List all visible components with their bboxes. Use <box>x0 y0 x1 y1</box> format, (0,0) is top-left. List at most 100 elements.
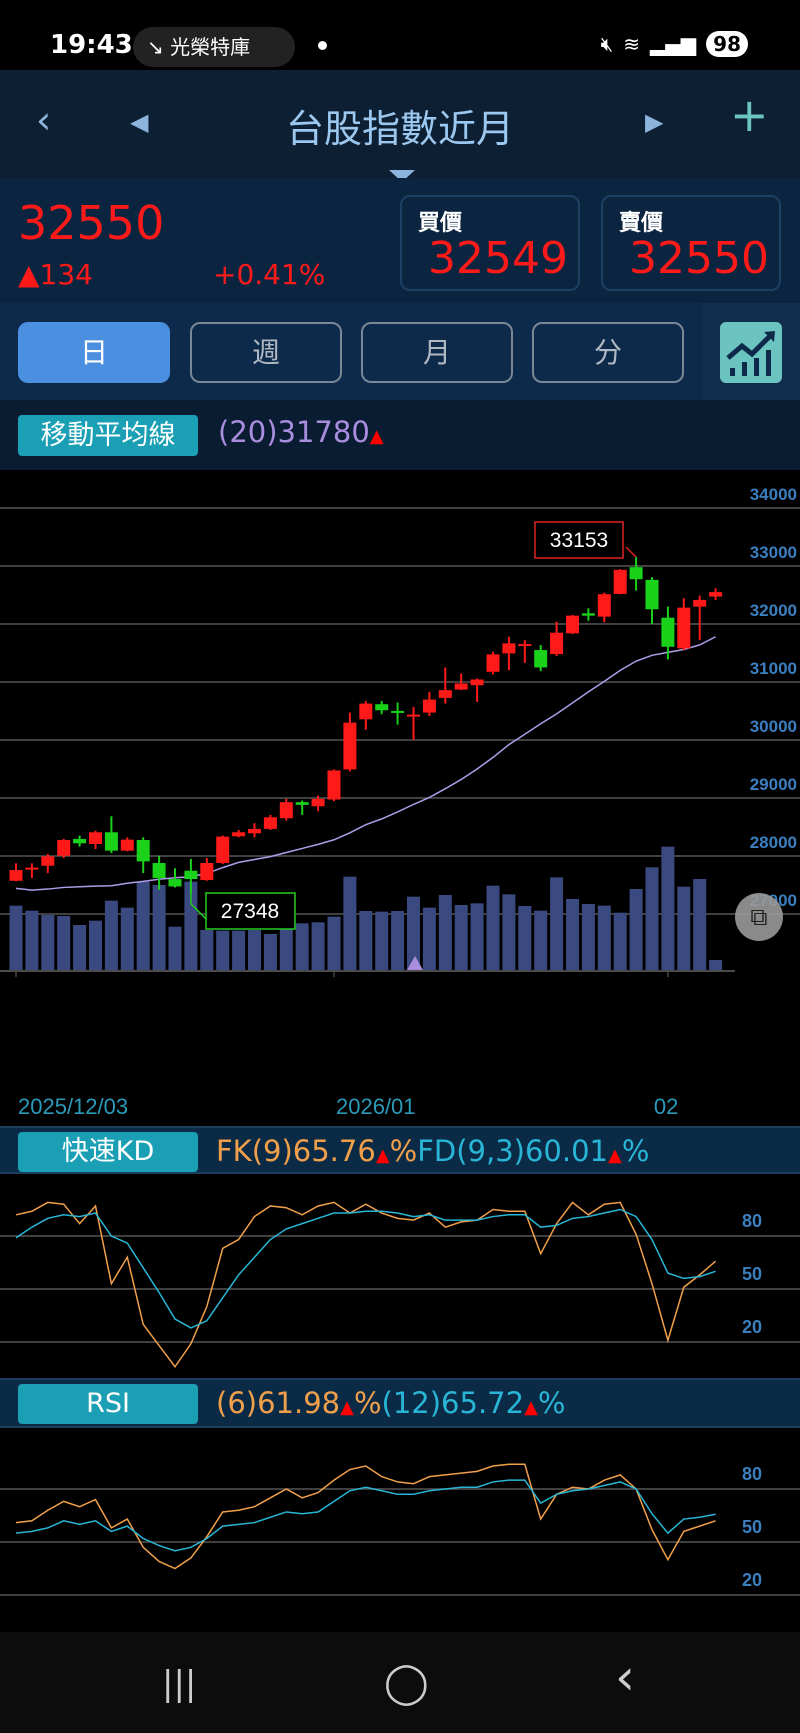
volume-bar <box>550 877 564 970</box>
rsi-tick-label: 80 <box>742 1464 762 1484</box>
page-title[interactable]: 台股指數近月 <box>285 107 514 151</box>
kd-tick-label: 80 <box>742 1211 762 1231</box>
volume-bar <box>534 910 548 970</box>
kd-tick-label: 20 <box>742 1317 762 1337</box>
volume-bar <box>629 889 643 970</box>
tab-week[interactable]: 週 <box>190 322 342 383</box>
x-tick-label: 2025/12/03 <box>18 1094 128 1119</box>
ask-price: 32550 <box>629 233 769 284</box>
recents-button[interactable]: ||| <box>162 1664 197 1704</box>
candle-body <box>263 817 277 829</box>
volume-bar <box>216 930 230 970</box>
bid-box[interactable]: 買價 32549 <box>400 195 580 291</box>
price-change-pct: +0.41% <box>213 258 326 291</box>
volume-bar <box>407 896 420 970</box>
kd-tick-label: 50 <box>742 1264 762 1284</box>
tab-minute[interactable]: 分 <box>532 322 684 383</box>
candle-body <box>89 832 102 844</box>
notification-pill[interactable]: ↘ 光榮特庫 <box>133 27 295 67</box>
nav-back-button[interactable]: ‹ <box>615 1648 635 1706</box>
candle-body <box>25 867 39 870</box>
bid-label: 買價 <box>418 211 463 236</box>
y-tick-label: 34000 <box>750 485 797 504</box>
volume-bar <box>502 894 516 970</box>
tab-day[interactable]: 日 <box>18 322 170 383</box>
candle-body <box>581 613 595 616</box>
candle-body <box>327 770 341 800</box>
notification-dot-icon <box>318 41 327 50</box>
y-tick-label: 29000 <box>750 775 797 794</box>
export-button[interactable]: ⧉ <box>735 893 783 941</box>
candle-body <box>534 650 548 668</box>
ma-legend: 移動平均線 (20)31780▲ <box>0 400 800 470</box>
signal-icon: ▂▄▆ <box>650 32 697 56</box>
candle-body <box>645 579 659 610</box>
volume-bar <box>120 907 134 970</box>
candle-body <box>41 856 55 866</box>
up-arrow-icon: ▲ <box>369 426 384 447</box>
rsi12-value: (12)65.72 <box>381 1386 525 1420</box>
home-button[interactable]: ◯ <box>384 1660 429 1706</box>
candle-body <box>454 683 468 690</box>
rsi-values: (6)61.98▲%(12)65.72▲% <box>216 1386 565 1420</box>
rsi-line-1 <box>15 1479 716 1552</box>
rsi-tick-label: 20 <box>742 1570 762 1590</box>
clock: 19:43 <box>50 30 133 60</box>
volume-bar <box>200 930 214 970</box>
fd-value: FD(9,3)60.01 <box>417 1134 608 1168</box>
volume-bar <box>518 906 532 970</box>
kd-label[interactable]: 快速KD <box>18 1132 198 1172</box>
fk-value: FK(9)65.76 <box>216 1134 376 1168</box>
volume-bar <box>597 905 611 970</box>
status-bar: 19:43 ↘ 光榮特庫 🔇︎ ≋ ▂▄▆ 98 <box>0 0 800 70</box>
volume-bar <box>693 879 707 970</box>
system-nav-bar: ||| ◯ ‹ <box>0 1632 800 1733</box>
volume-bar <box>311 922 325 970</box>
kd-values: FK(9)65.76▲%FD(9,3)60.01▲% <box>216 1134 649 1168</box>
chart-trend-icon[interactable] <box>720 322 782 383</box>
candle-body <box>104 832 118 851</box>
volume-bar <box>486 885 500 970</box>
y-tick-label: 32000 <box>750 601 797 620</box>
volume-bar <box>327 916 341 970</box>
volume-bar <box>41 915 55 970</box>
next-symbol-button[interactable]: ▶ <box>645 108 664 136</box>
prev-symbol-button[interactable]: ◀ <box>130 108 149 136</box>
low-callout-line <box>190 893 207 920</box>
candle-body <box>422 699 436 713</box>
candle-body <box>550 632 564 655</box>
volume-bar <box>89 920 102 970</box>
tab-month[interactable]: 月 <box>361 322 513 383</box>
candle-body <box>518 644 532 647</box>
candle-body <box>407 714 420 717</box>
up-arrow-icon: ▲ <box>375 1145 390 1166</box>
candle-body <box>597 594 611 617</box>
volume-bar <box>104 900 118 970</box>
x-tick-label: 2026/01 <box>336 1094 416 1119</box>
high-callout-line <box>625 546 637 558</box>
candle-body <box>184 870 198 880</box>
volume-bar <box>613 912 627 970</box>
volume-bar <box>709 960 723 970</box>
ma-label[interactable]: 移動平均線 <box>18 415 198 456</box>
bid-price: 32549 <box>428 233 568 284</box>
volume-bar <box>661 846 675 970</box>
volume-bar <box>454 905 468 970</box>
rsi-label[interactable]: RSI <box>18 1384 198 1424</box>
y-tick-label: 31000 <box>750 659 797 678</box>
ask-label: 賣價 <box>619 211 664 236</box>
kd-line-1 <box>15 1208 716 1329</box>
pct-sign: % <box>389 1134 418 1168</box>
volume-bar <box>677 886 691 970</box>
back-button[interactable]: ‹ <box>36 98 52 142</box>
add-button[interactable]: + <box>730 88 769 142</box>
candle-body <box>9 870 23 881</box>
ask-box[interactable]: 賣價 32550 <box>601 195 781 291</box>
kd-line-0 <box>15 1201 717 1369</box>
volume-bar <box>9 905 23 970</box>
system-icons: 🔇︎ ≋ ▂▄▆ 98 <box>601 31 748 57</box>
volume-bar <box>279 925 293 970</box>
volume-bar <box>248 930 261 970</box>
volume-bar <box>136 881 150 970</box>
